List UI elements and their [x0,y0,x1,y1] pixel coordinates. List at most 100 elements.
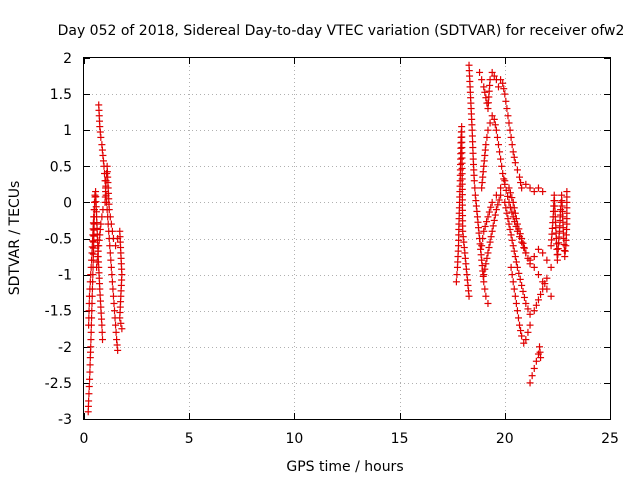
grid-lines [84,58,610,419]
data-point [85,292,93,300]
data-point [85,314,93,322]
data-point [491,121,499,129]
data-point [107,263,115,271]
data-point [511,159,519,167]
data-point [502,204,510,212]
data-point [488,68,496,76]
data-point [495,196,503,204]
data-point [520,244,528,252]
data-point [526,184,534,192]
series-track-j [480,191,551,318]
data-point [97,133,105,141]
data-point [479,235,487,242]
data-point [452,278,460,286]
data-point [86,285,94,293]
data-point [111,307,119,315]
data-point [481,222,489,230]
data-point [519,239,527,247]
series-track-e [452,123,473,300]
chart-title: Day 052 of 2018, Sidereal Day-to-day VTE… [58,23,625,39]
data-point [497,155,505,163]
data-point [528,372,536,380]
y-tick-label: 1.5 [50,87,72,103]
data-point [108,278,116,286]
x-tick-label: 20 [496,431,514,447]
data-point [478,242,486,250]
data-point [494,83,502,91]
data-point [106,249,114,257]
data-point [85,397,93,405]
data-point [534,296,542,304]
data-point [503,105,511,113]
data-point [87,328,95,336]
y-tick-label: -3 [58,412,72,428]
data-point [504,192,512,200]
data-point [97,220,105,228]
data-point [515,269,523,277]
data-point [512,299,520,307]
data-point [102,177,110,185]
data-point [509,198,517,206]
data-point [110,299,118,307]
data-point [543,274,551,282]
data-point [453,271,461,279]
data-point [99,336,107,344]
data-point [499,79,507,87]
data-point [522,299,530,307]
data-point [117,319,125,327]
data-point [488,227,496,235]
y-tick-label: -1 [58,268,72,284]
data-point [509,148,517,156]
data-point [105,206,113,214]
data-point [530,263,538,271]
data-point [493,133,501,141]
x-axis: 0 5 10 15 20 25 [80,58,619,447]
data-point [524,328,532,336]
data-point [501,90,509,98]
data-point [497,184,505,192]
data-point [492,126,500,134]
data-point [86,361,94,369]
data-point [501,177,509,185]
data-point [513,220,521,228]
data-point [486,119,494,127]
data-point [520,293,528,301]
data-point [510,247,518,255]
data-point [563,188,571,196]
data-point [114,346,122,354]
data-point [86,278,94,286]
data-point [97,303,105,311]
x-tick-label: 5 [185,431,194,447]
data-point [482,94,490,102]
data-point [490,216,498,224]
y-tick-label: -1.5 [45,304,72,320]
data-point [107,256,115,264]
data-point [499,170,507,178]
data-point [480,83,488,91]
data-point [88,249,96,257]
data-point [112,321,120,329]
data-point [86,368,94,376]
data-point [489,222,497,230]
data-point [89,250,97,258]
data-point [494,141,502,149]
data-point [518,184,526,192]
data-point [500,85,508,93]
y-tick-label: 2 [63,51,72,67]
y-axis-label: SDTVAR / TECUs [7,181,23,296]
data-point [509,278,517,286]
data-point [496,148,504,156]
data-point [508,236,516,244]
data-point [503,209,511,217]
data-point [532,301,540,309]
data-point [512,215,520,223]
data-point [491,211,499,219]
data-point [510,204,518,212]
data-point [486,238,494,246]
data-point [537,354,545,362]
data-point [547,292,555,300]
data-point [480,278,488,286]
data-point [483,133,491,141]
data-point [515,225,523,233]
data-point [530,188,538,196]
